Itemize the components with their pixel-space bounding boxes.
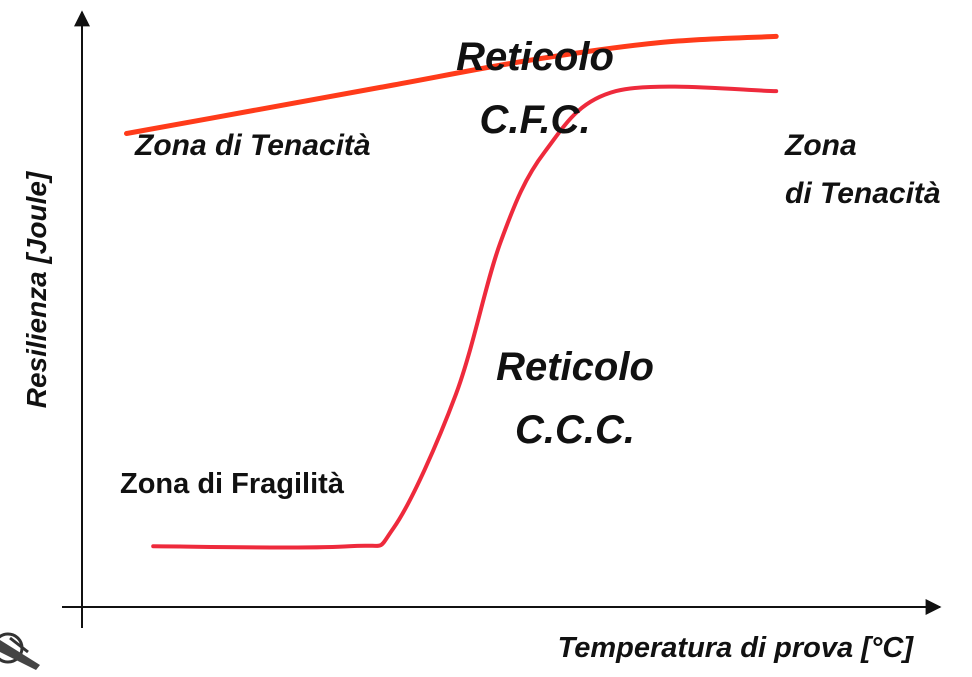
label-cfc-type: C.F.C. bbox=[479, 98, 590, 142]
label-cfc-reticolo: Reticolo bbox=[456, 35, 614, 79]
logo-icon bbox=[0, 632, 40, 670]
label-ccc-reticolo: Reticolo bbox=[496, 345, 654, 389]
label-ccc-type: C.C.C. bbox=[515, 408, 635, 452]
y-axis-label: Resilienza [Joule] bbox=[21, 170, 52, 408]
label-zona-tenacita-right-2: di Tenacità bbox=[785, 177, 941, 210]
series-line-cfc bbox=[124, 33, 779, 136]
series-line-ccc bbox=[151, 84, 779, 550]
x-axis-label: Temperatura di prova [°C] bbox=[558, 632, 915, 664]
label-zona-fragilita: Zona di Fragilità bbox=[120, 468, 345, 500]
label-zona-tenacita-left: Zona di Tenacità bbox=[134, 129, 371, 162]
label-zona-tenacita-right-1: Zona bbox=[784, 129, 857, 162]
